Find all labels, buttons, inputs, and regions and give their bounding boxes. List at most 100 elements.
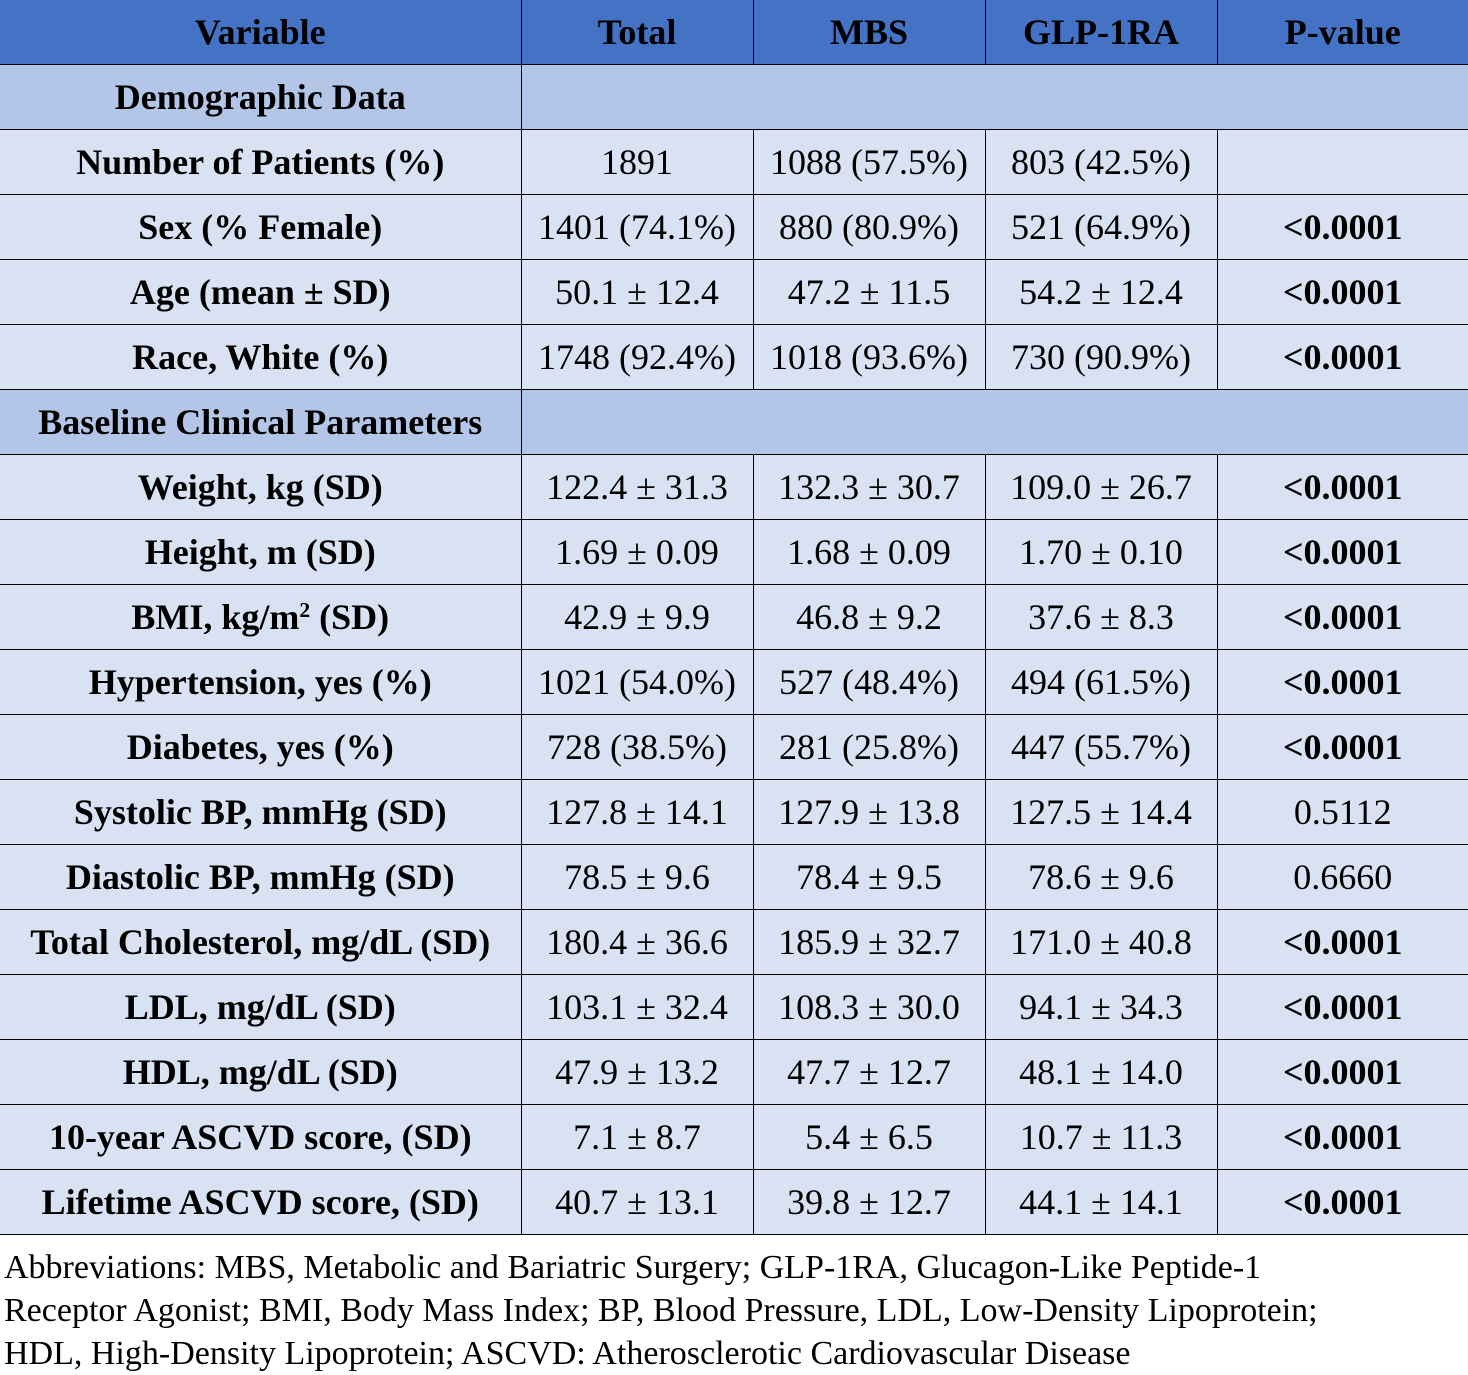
- table-row: Sex (% Female) 1401 (74.1%) 880 (80.9%) 521…: [0, 194, 1468, 260]
- header-variable: Variable: [0, 0, 522, 65]
- table-row: Age (mean ± SD) 50.1 ± 12.4 47.2 ± 11.5 54.…: [0, 259, 1468, 325]
- header-row: Variable Total MBS GLP-1RA P-value: [0, 0, 1468, 65]
- glp-1ra-cell: 730 (90.9%): [985, 324, 1218, 390]
- total-cell: 1.69 ± 0.09: [521, 519, 754, 585]
- header-glp-1ra: GLP-1RA: [985, 0, 1218, 65]
- p-value-cell: <0.0001: [1217, 259, 1468, 325]
- table-row: BMI, kg/m2 (SD) 42.9 ± 9.9 46.8 ± 9.2 37.6 …: [0, 584, 1468, 650]
- p-value-cell: <0.0001: [1217, 1169, 1468, 1235]
- total-cell: 728 (38.5%): [521, 714, 754, 780]
- p-value-cell: [1217, 129, 1468, 195]
- variable-cell: 10-year ASCVD score, (SD): [0, 1104, 522, 1170]
- mbs-cell: 47.7 ± 12.7: [753, 1039, 986, 1105]
- table-row: Number of Patients (%) 1891 1088 (57.5%) 80…: [0, 129, 1468, 195]
- section-fill: [521, 389, 1468, 455]
- mbs-cell: 185.9 ± 32.7: [753, 909, 986, 975]
- glp-1ra-cell: 78.6 ± 9.6: [985, 844, 1218, 910]
- table-row: Diabetes, yes (%) 728 (38.5%) 281 (25.8%) 4…: [0, 714, 1468, 780]
- variable-cell: Race, White (%): [0, 324, 522, 390]
- mbs-cell: 78.4 ± 9.5: [753, 844, 986, 910]
- footnote-line: HDL, High-Density Lipoprotein; ASCVD: At…: [4, 1335, 1131, 1372]
- total-cell: 47.9 ± 13.2: [521, 1039, 754, 1105]
- total-cell: 42.9 ± 9.9: [521, 584, 754, 650]
- mbs-cell: 281 (25.8%): [753, 714, 986, 780]
- table-row: Hypertension, yes (%) 1021 (54.0%) 527 (48…: [0, 649, 1468, 715]
- p-value-cell: <0.0001: [1217, 584, 1468, 650]
- mbs-cell: 1088 (57.5%): [753, 129, 986, 195]
- glp-1ra-cell: 447 (55.7%): [985, 714, 1218, 780]
- p-value-cell: <0.0001: [1217, 974, 1468, 1040]
- glp-1ra-cell: 37.6 ± 8.3: [985, 584, 1218, 650]
- glp-1ra-cell: 54.2 ± 12.4: [985, 259, 1218, 325]
- variable-cell: Weight, kg (SD): [0, 454, 522, 520]
- variable-cell: HDL, mg/dL (SD): [0, 1039, 522, 1105]
- p-value-cell: 0.5112: [1217, 779, 1468, 845]
- table-row: Race, White (%) 1748 (92.4%) 1018 (93.6%) 7…: [0, 324, 1468, 390]
- p-value-cell: <0.0001: [1217, 909, 1468, 975]
- footnote-line: Abbreviations: MBS, Metabolic and Bariat…: [4, 1249, 1262, 1286]
- p-value-cell: <0.0001: [1217, 1104, 1468, 1170]
- mbs-cell: 527 (48.4%): [753, 649, 986, 715]
- glp-1ra-cell: 94.1 ± 34.3: [985, 974, 1218, 1040]
- glp-1ra-cell: 494 (61.5%): [985, 649, 1218, 715]
- header-total: Total: [521, 0, 754, 65]
- total-cell: 1891: [521, 129, 754, 195]
- total-cell: 103.1 ± 32.4: [521, 974, 754, 1040]
- table-row: LDL, mg/dL (SD) 103.1 ± 32.4 108.3 ± 30.0 9…: [0, 974, 1468, 1040]
- table-row: Weight, kg (SD) 122.4 ± 31.3 132.3 ± 30.7 1…: [0, 454, 1468, 520]
- variable-cell: Age (mean ± SD): [0, 259, 522, 325]
- variable-cell: LDL, mg/dL (SD): [0, 974, 522, 1040]
- variable-cell: Diastolic BP, mmHg (SD): [0, 844, 522, 910]
- total-cell: 180.4 ± 36.6: [521, 909, 754, 975]
- mbs-cell: 127.9 ± 13.8: [753, 779, 986, 845]
- mbs-cell: 46.8 ± 9.2: [753, 584, 986, 650]
- total-cell: 1401 (74.1%): [521, 194, 754, 260]
- mbs-cell: 5.4 ± 6.5: [753, 1104, 986, 1170]
- baseline-characteristics-table: Variable Total MBS GLP-1RA P-value Demog…: [0, 0, 1468, 1235]
- variable-cell: Systolic BP, mmHg (SD): [0, 779, 522, 845]
- p-value-cell: <0.0001: [1217, 324, 1468, 390]
- p-value-cell: <0.0001: [1217, 1039, 1468, 1105]
- total-cell: 127.8 ± 14.1: [521, 779, 754, 845]
- glp-1ra-cell: 521 (64.9%): [985, 194, 1218, 260]
- total-cell: 50.1 ± 12.4: [521, 259, 754, 325]
- total-cell: 122.4 ± 31.3: [521, 454, 754, 520]
- glp-1ra-cell: 10.7 ± 11.3: [985, 1104, 1218, 1170]
- glp-1ra-cell: 48.1 ± 14.0: [985, 1039, 1218, 1105]
- glp-1ra-cell: 1.70 ± 0.10: [985, 519, 1218, 585]
- p-value-cell: 0.6660: [1217, 844, 1468, 910]
- variable-superscript: 2: [299, 598, 311, 622]
- mbs-cell: 39.8 ± 12.7: [753, 1169, 986, 1235]
- total-cell: 7.1 ± 8.7: [521, 1104, 754, 1170]
- mbs-cell: 47.2 ± 11.5: [753, 259, 986, 325]
- variable-label: BMI, kg/m: [131, 597, 300, 637]
- variable-cell: Total Cholesterol, mg/dL (SD): [0, 909, 522, 975]
- p-value-cell: <0.0001: [1217, 519, 1468, 585]
- variable-cell: BMI, kg/m2 (SD): [0, 584, 522, 650]
- mbs-cell: 1018 (93.6%): [753, 324, 986, 390]
- variable-cell: Height, m (SD): [0, 519, 522, 585]
- p-value-cell: <0.0001: [1217, 714, 1468, 780]
- header-mbs: MBS: [753, 0, 986, 65]
- variable-label-suffix: (SD): [310, 597, 390, 637]
- total-cell: 1021 (54.0%): [521, 649, 754, 715]
- total-cell: 78.5 ± 9.6: [521, 844, 754, 910]
- section-title: Baseline Clinical Parameters: [0, 389, 522, 455]
- header-p-value: P-value: [1217, 0, 1468, 65]
- p-value-cell: <0.0001: [1217, 454, 1468, 520]
- variable-cell: Lifetime ASCVD score, (SD): [0, 1169, 522, 1235]
- variable-cell: Sex (% Female): [0, 194, 522, 260]
- mbs-cell: 108.3 ± 30.0: [753, 974, 986, 1040]
- variable-cell: Number of Patients (%): [0, 129, 522, 195]
- table-row: Lifetime ASCVD score, (SD) 40.7 ± 13.1 39.…: [0, 1169, 1468, 1235]
- mbs-cell: 1.68 ± 0.09: [753, 519, 986, 585]
- mbs-cell: 132.3 ± 30.7: [753, 454, 986, 520]
- section-header-row: Demographic Data: [0, 64, 1468, 130]
- total-cell: 1748 (92.4%): [521, 324, 754, 390]
- total-cell: 40.7 ± 13.1: [521, 1169, 754, 1235]
- footnote-line: Receptor Agonist; BMI, Body Mass Index; …: [4, 1292, 1318, 1329]
- glp-1ra-cell: 44.1 ± 14.1: [985, 1169, 1218, 1235]
- p-value-cell: <0.0001: [1217, 649, 1468, 715]
- table-row: Height, m (SD) 1.69 ± 0.09 1.68 ± 0.09 1.70…: [0, 519, 1468, 585]
- variable-cell: Hypertension, yes (%): [0, 649, 522, 715]
